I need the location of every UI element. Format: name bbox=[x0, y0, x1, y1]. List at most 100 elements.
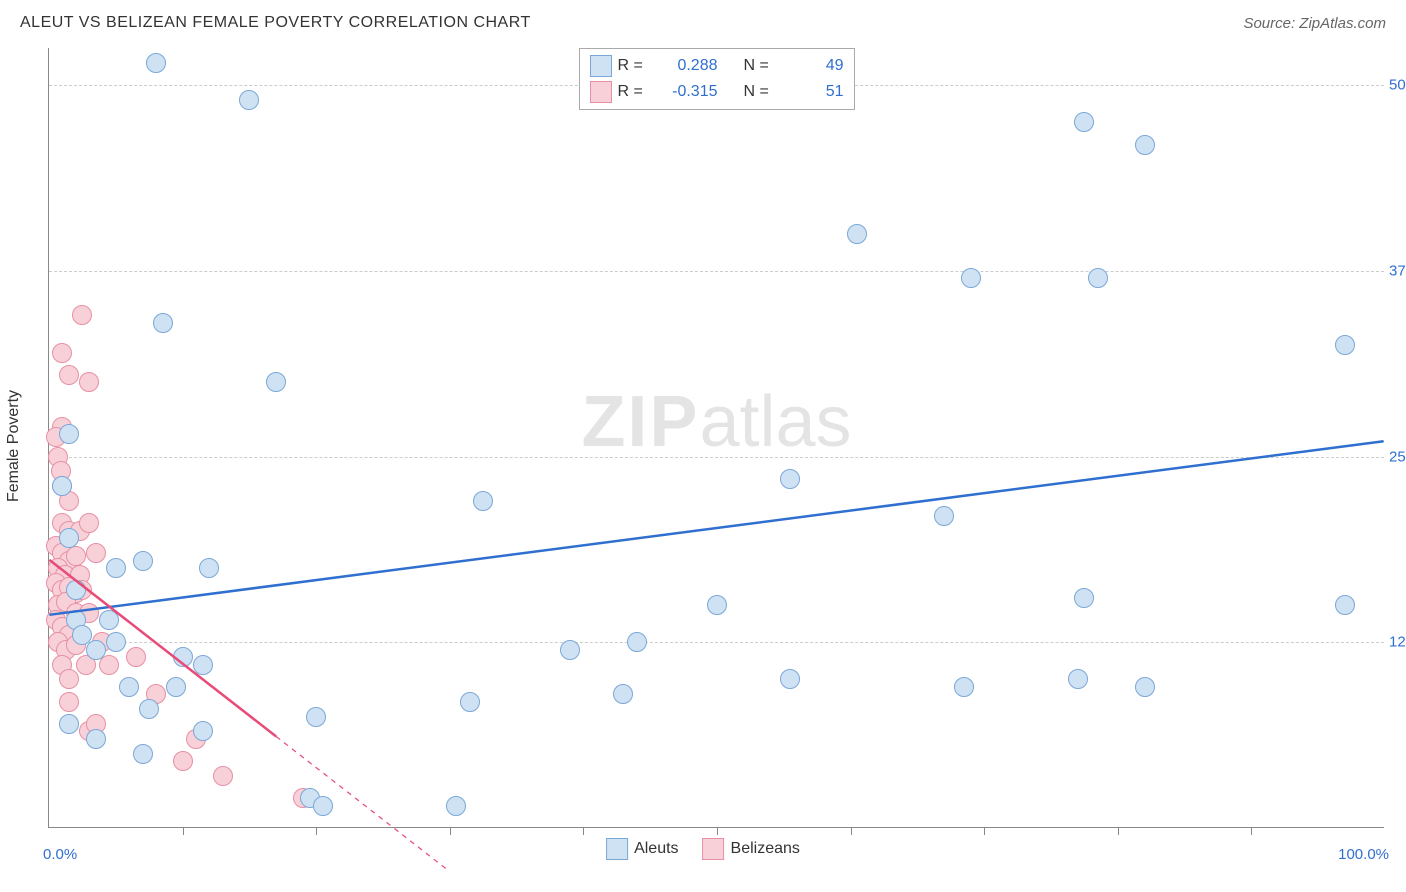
scatter-point-belizeans bbox=[59, 692, 79, 712]
scatter-point-aleuts bbox=[780, 669, 800, 689]
x-tick-mark bbox=[583, 827, 584, 835]
scatter-point-aleuts bbox=[313, 796, 333, 816]
legend-swatch-aleuts-bottom bbox=[606, 838, 628, 860]
y-tick-label: 50.0% bbox=[1389, 77, 1406, 94]
legend-n-label: N = bbox=[744, 83, 778, 101]
scatter-point-aleuts bbox=[961, 268, 981, 288]
scatter-point-aleuts bbox=[707, 595, 727, 615]
gridline-horizontal bbox=[49, 642, 1384, 643]
scatter-point-aleuts bbox=[1088, 268, 1108, 288]
scatter-point-aleuts bbox=[847, 224, 867, 244]
x-tick-mark bbox=[851, 827, 852, 835]
legend-swatch-belizeans-bottom bbox=[703, 838, 725, 860]
scatter-point-aleuts bbox=[266, 372, 286, 392]
legend-item-aleuts: Aleuts bbox=[606, 838, 678, 860]
scatter-point-aleuts bbox=[133, 744, 153, 764]
scatter-point-aleuts bbox=[473, 491, 493, 511]
scatter-point-aleuts bbox=[627, 632, 647, 652]
scatter-point-aleuts bbox=[66, 580, 86, 600]
legend-item-belizeans: Belizeans bbox=[703, 838, 800, 860]
x-tick-min: 0.0% bbox=[43, 846, 77, 863]
legend-r-label: R = bbox=[618, 83, 652, 101]
trend-line bbox=[49, 441, 1383, 615]
scatter-point-aleuts bbox=[173, 647, 193, 667]
scatter-point-belizeans bbox=[86, 543, 106, 563]
scatter-point-aleuts bbox=[1074, 112, 1094, 132]
scatter-point-belizeans bbox=[173, 751, 193, 771]
scatter-point-aleuts bbox=[239, 90, 259, 110]
chart-title: ALEUT VS BELIZEAN FEMALE POVERTY CORRELA… bbox=[20, 14, 531, 32]
scatter-point-aleuts bbox=[193, 655, 213, 675]
scatter-point-belizeans bbox=[72, 305, 92, 325]
x-tick-mark bbox=[450, 827, 451, 835]
scatter-point-aleuts bbox=[780, 469, 800, 489]
scatter-point-belizeans bbox=[213, 766, 233, 786]
scatter-point-belizeans bbox=[99, 655, 119, 675]
scatter-point-belizeans bbox=[52, 343, 72, 363]
scatter-point-aleuts bbox=[133, 551, 153, 571]
scatter-point-belizeans bbox=[59, 365, 79, 385]
legend-row-aleuts: R = 0.288 N = 49 bbox=[590, 53, 844, 79]
scatter-point-aleuts bbox=[166, 677, 186, 697]
scatter-point-aleuts bbox=[560, 640, 580, 660]
scatter-point-aleuts bbox=[59, 424, 79, 444]
x-tick-mark bbox=[1118, 827, 1119, 835]
scatter-point-aleuts bbox=[446, 796, 466, 816]
legend-series: Aleuts Belizeans bbox=[606, 838, 800, 860]
scatter-point-aleuts bbox=[146, 53, 166, 73]
scatter-point-belizeans bbox=[126, 647, 146, 667]
legend-n-value-belizeans: 51 bbox=[784, 83, 844, 101]
legend-swatch-belizeans bbox=[590, 81, 612, 103]
scatter-point-aleuts bbox=[306, 707, 326, 727]
scatter-point-aleuts bbox=[1335, 595, 1355, 615]
scatter-point-aleuts bbox=[954, 677, 974, 697]
legend-correlation: R = 0.288 N = 49 R = -0.315 N = 51 bbox=[579, 48, 855, 110]
y-axis-label: Female Poverty bbox=[5, 390, 23, 502]
legend-label-aleuts: Aleuts bbox=[634, 840, 678, 857]
scatter-point-aleuts bbox=[59, 714, 79, 734]
plot-area: ZIPatlas R = 0.288 N = 49 R = -0.315 N =… bbox=[48, 48, 1384, 828]
gridline-horizontal bbox=[49, 271, 1384, 272]
scatter-point-aleuts bbox=[199, 558, 219, 578]
legend-r-value-belizeans: -0.315 bbox=[658, 83, 718, 101]
x-tick-max: 100.0% bbox=[1338, 846, 1389, 863]
legend-r-value-aleuts: 0.288 bbox=[658, 57, 718, 75]
watermark: ZIPatlas bbox=[581, 381, 851, 463]
legend-label-belizeans: Belizeans bbox=[731, 840, 800, 857]
legend-n-value-aleuts: 49 bbox=[784, 57, 844, 75]
scatter-point-aleuts bbox=[52, 476, 72, 496]
x-tick-mark bbox=[183, 827, 184, 835]
y-tick-label: 12.5% bbox=[1389, 634, 1406, 651]
scatter-point-aleuts bbox=[153, 313, 173, 333]
watermark-rest: atlas bbox=[699, 382, 851, 462]
scatter-point-aleuts bbox=[1135, 135, 1155, 155]
scatter-point-aleuts bbox=[99, 610, 119, 630]
legend-r-label: R = bbox=[618, 57, 652, 75]
scatter-point-aleuts bbox=[1335, 335, 1355, 355]
trend-lines bbox=[49, 48, 1384, 827]
scatter-point-belizeans bbox=[79, 372, 99, 392]
scatter-point-belizeans bbox=[79, 513, 99, 533]
scatter-point-aleuts bbox=[106, 558, 126, 578]
scatter-point-aleuts bbox=[1068, 669, 1088, 689]
legend-row-belizeans: R = -0.315 N = 51 bbox=[590, 79, 844, 105]
x-tick-mark bbox=[1251, 827, 1252, 835]
gridline-horizontal bbox=[49, 457, 1384, 458]
scatter-point-belizeans bbox=[59, 669, 79, 689]
scatter-point-aleuts bbox=[119, 677, 139, 697]
x-tick-mark bbox=[717, 827, 718, 835]
watermark-bold: ZIP bbox=[581, 382, 699, 462]
y-tick-label: 25.0% bbox=[1389, 448, 1406, 465]
scatter-point-aleuts bbox=[193, 721, 213, 741]
source-label: Source: ZipAtlas.com bbox=[1243, 15, 1386, 32]
scatter-point-aleuts bbox=[460, 692, 480, 712]
scatter-point-aleuts bbox=[59, 528, 79, 548]
scatter-point-aleuts bbox=[1074, 588, 1094, 608]
x-tick-mark bbox=[984, 827, 985, 835]
scatter-point-aleuts bbox=[934, 506, 954, 526]
x-tick-mark bbox=[316, 827, 317, 835]
scatter-point-aleuts bbox=[86, 729, 106, 749]
scatter-point-aleuts bbox=[139, 699, 159, 719]
y-tick-label: 37.5% bbox=[1389, 262, 1406, 279]
scatter-point-aleuts bbox=[613, 684, 633, 704]
